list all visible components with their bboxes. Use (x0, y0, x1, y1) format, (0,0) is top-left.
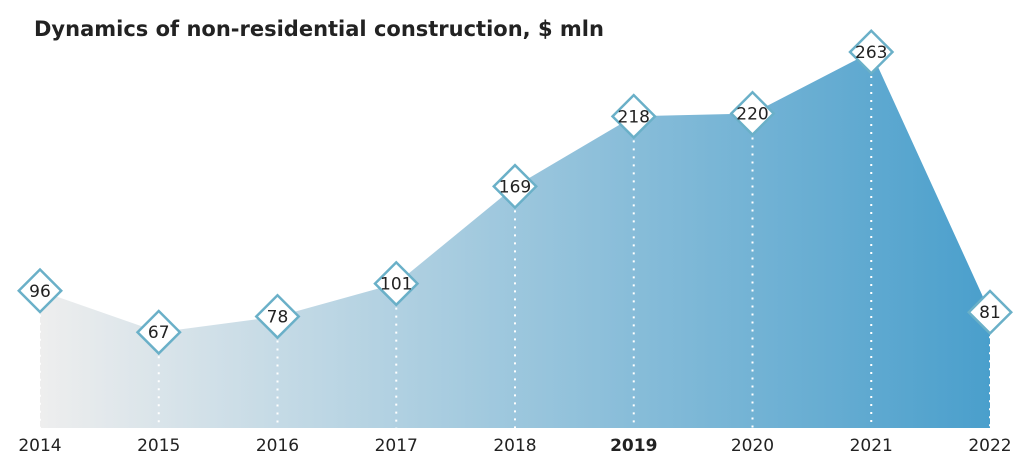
data-label: 169 (499, 177, 531, 197)
data-label: 101 (380, 275, 412, 295)
marker (610, 93, 657, 140)
data-label: 81 (979, 303, 1001, 323)
chart-title: Dynamics of non-residential construction… (34, 17, 604, 41)
x-tick-label: 2022 (968, 436, 1011, 456)
data-label: 218 (618, 107, 650, 127)
x-tick-label: 2015 (137, 436, 180, 456)
data-label: 220 (736, 104, 768, 124)
marker (848, 29, 895, 75)
data-label: 67 (148, 323, 170, 343)
marker (967, 289, 1013, 336)
marker (135, 309, 182, 356)
marker (492, 163, 538, 210)
data-label: 263 (855, 43, 887, 63)
marker (729, 90, 776, 137)
x-tick-label: 2019 (610, 436, 657, 456)
marker (17, 267, 63, 314)
x-tick-label: 2016 (256, 436, 299, 456)
x-tick-label: 2018 (493, 436, 536, 456)
data-label: 96 (29, 282, 51, 302)
marker (254, 293, 301, 340)
x-tick-label: 2014 (18, 436, 61, 456)
x-tick-label: 2020 (731, 436, 774, 456)
data-label: 78 (267, 307, 289, 327)
marker (373, 260, 420, 307)
x-tick-label: 2021 (850, 436, 893, 456)
x-tick-label: 2017 (375, 436, 418, 456)
